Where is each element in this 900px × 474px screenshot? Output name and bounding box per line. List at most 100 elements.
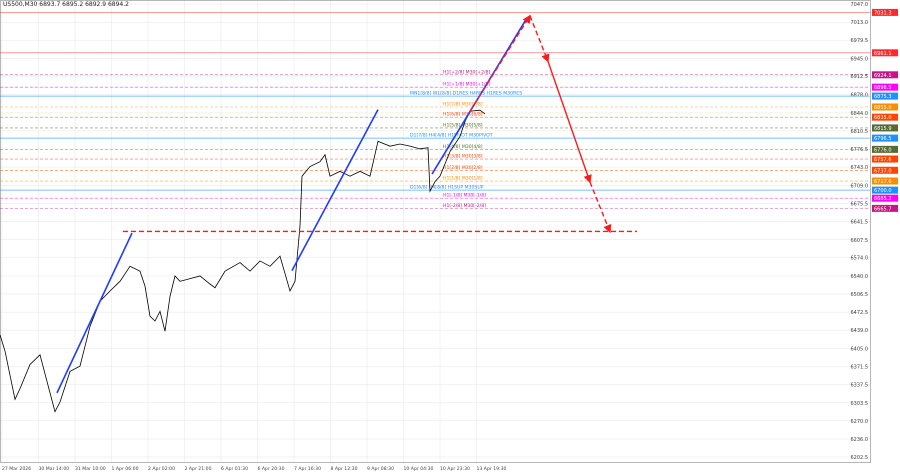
price-series <box>0 109 486 413</box>
level-tag-bg <box>872 49 898 57</box>
level-label: MN1[8/8] W1[8/8] D1RES H4RES H1RES M30RE… <box>410 91 522 97</box>
level-tag-text: 6685.2 <box>874 196 892 202</box>
level-tag-text: 6665.7 <box>874 206 892 212</box>
level-label: H1[+2/8] M30[+2/8] <box>443 69 491 75</box>
x-tick-label: 27 Mar 2026 <box>2 466 31 472</box>
y-tick-label: 6709.0 <box>851 183 869 189</box>
x-tick-label: 6 Apr 20:30 <box>258 466 285 472</box>
level-price-tag: 6757.6 <box>872 155 898 163</box>
level-price-tag: 6835.0 <box>872 113 898 121</box>
y-tick-label: 6912.5 <box>851 74 869 80</box>
plot-frame <box>0 0 871 463</box>
level-tag-text: 6717.6 <box>874 179 892 185</box>
x-tick-label: 7 Apr 16:30 <box>294 466 321 472</box>
level-tag-bg <box>872 134 898 142</box>
y-tick-label: 6337.5 <box>851 383 869 389</box>
level-label: H1[3/8] M30[3/8] <box>443 154 483 160</box>
y-tick-label: 7013.0 <box>851 20 869 26</box>
level-price-tag: 6685.2 <box>872 194 898 202</box>
level-tag-text: 6815.9 <box>874 126 892 132</box>
level-tag-text: 6796.5 <box>874 136 892 142</box>
level-tag-bg <box>872 186 898 194</box>
y-tick-label: 6844.0 <box>851 111 869 117</box>
level-tag-text: 6855.0 <box>874 105 892 111</box>
y-tick-label: 6675.5 <box>851 201 869 207</box>
x-tick-label: 10 Apr 04:30 <box>404 466 434 472</box>
y-tick-label: 6743.0 <box>851 165 869 171</box>
level-price-tag: 6776.0 <box>872 145 898 153</box>
level-price-tag: 6961.1 <box>872 49 898 57</box>
level-tag-text: 6961.1 <box>874 51 892 57</box>
y-tick-label: 6540.0 <box>851 274 869 280</box>
level-label: D1[6/8] H4[8/8] H1SUP M30SUP <box>410 185 484 191</box>
x-tick-label: 2 Apr 21:00 <box>185 466 212 472</box>
level-label: H1[7/8] M30[7/8] <box>443 101 483 107</box>
level-tag-bg <box>872 83 898 91</box>
level-tag-text: 6875.3 <box>874 94 892 100</box>
y-tick-label: 6979.5 <box>851 38 869 44</box>
y-tick-label: 6371.5 <box>851 364 869 370</box>
level-tag-text: 6700.0 <box>874 188 892 194</box>
level-label: H1[+1/8] M30[+1/8] <box>443 82 491 88</box>
x-tick-label: 1 Apr 06:00 <box>112 466 139 472</box>
x-tick-label: 31 Mar 10:00 <box>75 466 106 472</box>
level-tag-bg <box>872 124 898 132</box>
level-tag-bg <box>872 155 898 163</box>
level-tag-text: 6898.5 <box>874 85 892 91</box>
x-tick-label: 13 Apr 19:30 <box>477 466 507 472</box>
level-price-tag: 6924.1 <box>872 71 898 79</box>
level-tag-bg <box>872 145 898 153</box>
level-tag-bg <box>872 8 898 16</box>
y-tick-label: 6405.0 <box>851 346 869 352</box>
level-tag-text: 6924.1 <box>874 73 892 79</box>
level-label: H1[-2/8] M30[-2/8] <box>443 203 486 209</box>
y-tick-label: 6607.5 <box>851 238 869 244</box>
level-tag-bg <box>872 103 898 111</box>
level-label: H1[1/8] M30[1/8] <box>443 176 483 182</box>
x-tick-label: 9 Apr 08:30 <box>367 466 394 472</box>
level-label: H1[4/8] M30[4/8] <box>443 144 483 150</box>
forecast-arrow <box>589 181 612 234</box>
forecast-arrow <box>529 15 550 63</box>
level-price-tag: 6717.6 <box>872 177 898 185</box>
level-price-tag: 6665.7 <box>872 204 898 212</box>
y-tick-label: 6439.0 <box>851 328 869 334</box>
y-tick-label: 6574.0 <box>851 256 869 262</box>
level-tag-text: 6776.0 <box>874 147 892 153</box>
level-tag-bg <box>872 166 898 174</box>
y-tick-label: 6641.5 <box>851 220 869 226</box>
level-tag-bg <box>872 113 898 121</box>
level-price-tag: 7031.3 <box>872 8 898 16</box>
y-tick-label: 6270.0 <box>851 419 869 425</box>
level-price-tag: 6875.3 <box>872 92 898 100</box>
y-tick-label: 6303.5 <box>851 401 869 407</box>
trend-line <box>291 109 379 271</box>
level-tag-text: 7031.3 <box>874 10 892 16</box>
x-tick-label: 2 Apr 02:00 <box>148 466 175 472</box>
level-tag-text: 6737.0 <box>874 168 892 174</box>
level-price-tag: 6737.0 <box>872 166 898 174</box>
level-price-tag: 6898.5 <box>872 83 898 91</box>
y-tick-label: 6878.0 <box>851 93 869 99</box>
y-tick-label: 6236.0 <box>851 437 869 443</box>
level-tag-bg <box>872 204 898 212</box>
y-tick-label: 6506.5 <box>851 292 869 298</box>
level-tag-text: 6757.6 <box>874 157 892 163</box>
forecast-arrow <box>547 61 592 184</box>
y-tick-label: 7047.0 <box>851 2 869 8</box>
y-tick-label: 6810.5 <box>851 129 869 135</box>
level-tag-bg <box>872 177 898 185</box>
trend-line <box>56 232 133 394</box>
level-label: D1[7/8] H4[4/8] H1PIVOT M30PIVOT <box>410 133 493 139</box>
y-tick-label: 6472.5 <box>851 310 869 316</box>
y-tick-label: 6945.0 <box>851 57 869 63</box>
level-tag-bg <box>872 92 898 100</box>
x-tick-label: 30 Mar 14:00 <box>39 466 70 472</box>
forecast-arrow <box>469 14 531 112</box>
y-tick-label: 6776.5 <box>851 147 869 153</box>
x-tick-label: 10 Apr 23:30 <box>440 466 470 472</box>
x-tick-label: 6 Apr 01:30 <box>221 466 248 472</box>
level-tag-bg <box>872 71 898 79</box>
y-tick-label: 6202.5 <box>851 455 869 461</box>
